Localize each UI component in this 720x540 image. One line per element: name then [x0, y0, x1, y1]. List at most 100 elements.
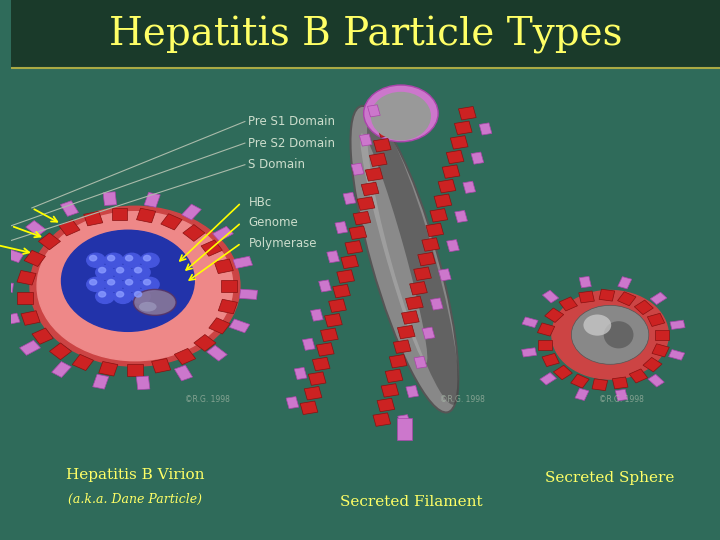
Bar: [183, 225, 205, 241]
Bar: [136, 376, 150, 390]
Bar: [373, 413, 391, 426]
Circle shape: [107, 280, 114, 285]
Bar: [209, 318, 230, 334]
Bar: [312, 357, 330, 371]
Text: ©R.G. 1998: ©R.G. 1998: [600, 395, 644, 404]
Bar: [422, 327, 435, 339]
Bar: [359, 134, 372, 146]
Bar: [24, 250, 45, 267]
Bar: [522, 317, 538, 328]
Circle shape: [86, 253, 105, 267]
Ellipse shape: [360, 133, 428, 363]
Bar: [579, 291, 595, 303]
Bar: [317, 343, 334, 356]
Text: S Domain: S Domain: [248, 158, 305, 171]
Bar: [50, 343, 71, 360]
Bar: [181, 204, 202, 220]
Bar: [629, 369, 647, 383]
Bar: [353, 212, 371, 225]
Bar: [310, 309, 323, 321]
Ellipse shape: [351, 106, 459, 413]
Circle shape: [114, 289, 132, 303]
Text: ©R.G. 1998: ©R.G. 1998: [184, 395, 230, 404]
Bar: [652, 344, 670, 357]
Circle shape: [132, 289, 150, 303]
Bar: [112, 208, 127, 220]
Bar: [545, 308, 564, 322]
Circle shape: [132, 265, 150, 279]
Bar: [647, 313, 665, 327]
Circle shape: [107, 255, 114, 261]
Circle shape: [30, 206, 240, 366]
Bar: [537, 323, 554, 336]
Bar: [542, 290, 559, 303]
Circle shape: [117, 267, 124, 273]
Bar: [434, 194, 451, 207]
Bar: [446, 150, 464, 164]
Bar: [343, 192, 356, 205]
Bar: [616, 389, 628, 401]
Circle shape: [104, 253, 123, 267]
Bar: [365, 167, 383, 181]
Text: Pre S1 Domain: Pre S1 Domain: [248, 115, 336, 128]
Bar: [161, 214, 182, 230]
Bar: [377, 399, 395, 411]
Bar: [215, 259, 233, 274]
Circle shape: [135, 292, 142, 297]
Bar: [144, 192, 161, 207]
Circle shape: [140, 278, 159, 292]
Text: Pre S2 Domain: Pre S2 Domain: [248, 137, 336, 150]
Bar: [17, 271, 36, 285]
Bar: [554, 365, 572, 380]
Circle shape: [96, 265, 114, 279]
Bar: [397, 325, 415, 339]
Text: Hepatitis B Virion: Hepatitis B Virion: [66, 468, 204, 482]
Bar: [381, 384, 399, 397]
Bar: [559, 297, 577, 311]
Bar: [349, 226, 366, 239]
Text: ©R.G. 1998: ©R.G. 1998: [440, 395, 485, 404]
Bar: [218, 299, 238, 314]
Bar: [367, 105, 380, 117]
Ellipse shape: [367, 113, 459, 405]
Bar: [300, 401, 318, 415]
Bar: [337, 270, 354, 283]
Bar: [201, 240, 222, 256]
Circle shape: [86, 278, 105, 292]
Bar: [426, 223, 444, 237]
Bar: [52, 362, 71, 377]
Bar: [540, 373, 557, 385]
Circle shape: [552, 291, 668, 379]
Bar: [222, 280, 237, 292]
Bar: [397, 418, 412, 440]
Ellipse shape: [364, 85, 438, 141]
Bar: [328, 299, 346, 313]
Bar: [21, 310, 40, 325]
Bar: [72, 354, 94, 370]
Bar: [320, 328, 338, 342]
Ellipse shape: [133, 289, 176, 315]
Circle shape: [143, 255, 150, 261]
Bar: [333, 285, 351, 298]
Bar: [442, 165, 460, 178]
Ellipse shape: [371, 92, 431, 140]
Bar: [612, 377, 628, 389]
Circle shape: [96, 289, 114, 303]
Bar: [571, 374, 589, 388]
Bar: [308, 372, 326, 386]
Bar: [446, 240, 459, 252]
Bar: [377, 124, 395, 137]
Bar: [286, 396, 299, 409]
Bar: [194, 334, 216, 352]
Bar: [345, 241, 363, 254]
Bar: [351, 163, 364, 176]
Bar: [471, 152, 484, 164]
Bar: [422, 238, 439, 251]
Circle shape: [125, 255, 132, 261]
Bar: [240, 289, 258, 300]
Bar: [32, 328, 53, 345]
Bar: [174, 348, 196, 364]
Bar: [305, 387, 322, 400]
Bar: [103, 192, 117, 206]
Bar: [137, 208, 156, 223]
